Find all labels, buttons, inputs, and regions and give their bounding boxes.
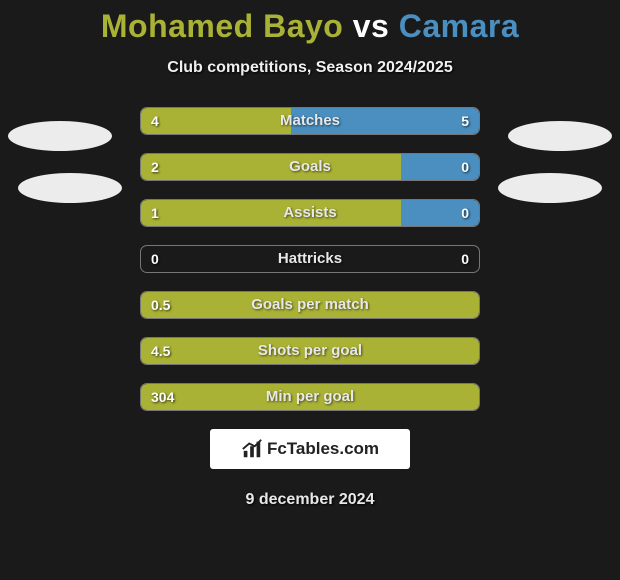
chart-icon xyxy=(241,438,263,460)
snapshot-date: 9 december 2024 xyxy=(0,491,620,509)
vs-text: vs xyxy=(353,8,390,44)
stat-bar-row: 4.5Shots per goal xyxy=(140,337,480,365)
stat-bars: 45Matches 20Goals 10Assists 00Hattricks 0.5G… xyxy=(140,107,480,411)
bar-label: Shots per goal xyxy=(141,338,479,364)
stat-bar-row: 00Hattricks xyxy=(140,245,480,273)
bar-label: Goals per match xyxy=(141,292,479,318)
subtitle: Club competitions, Season 2024/2025 xyxy=(0,59,620,77)
stat-bar-row: 304Min per goal xyxy=(140,383,480,411)
stat-bar-row: 0.5Goals per match xyxy=(140,291,480,319)
bar-label: Goals xyxy=(141,154,479,180)
comparison-title: Mohamed Bayo vs Camara xyxy=(0,0,620,45)
stat-bar-row: 45Matches xyxy=(140,107,480,135)
avatar-placeholder-right-2 xyxy=(498,173,602,203)
avatar-placeholder-left-1 xyxy=(8,121,112,151)
avatar-placeholder-right-1 xyxy=(508,121,612,151)
avatar-placeholder-left-2 xyxy=(18,173,122,203)
player1-name: Mohamed Bayo xyxy=(101,8,343,44)
player2-name: Camara xyxy=(399,8,519,44)
bar-label: Hattricks xyxy=(141,246,479,272)
bar-label: Matches xyxy=(141,108,479,134)
fctables-logo[interactable]: FcTables.com xyxy=(210,429,410,469)
chart-area: 45Matches 20Goals 10Assists 00Hattricks 0.5G… xyxy=(0,107,620,411)
stat-bar-row: 10Assists xyxy=(140,199,480,227)
bar-label: Min per goal xyxy=(141,384,479,410)
stat-bar-row: 20Goals xyxy=(140,153,480,181)
bar-label: Assists xyxy=(141,200,479,226)
logo-text: FcTables.com xyxy=(267,439,379,459)
